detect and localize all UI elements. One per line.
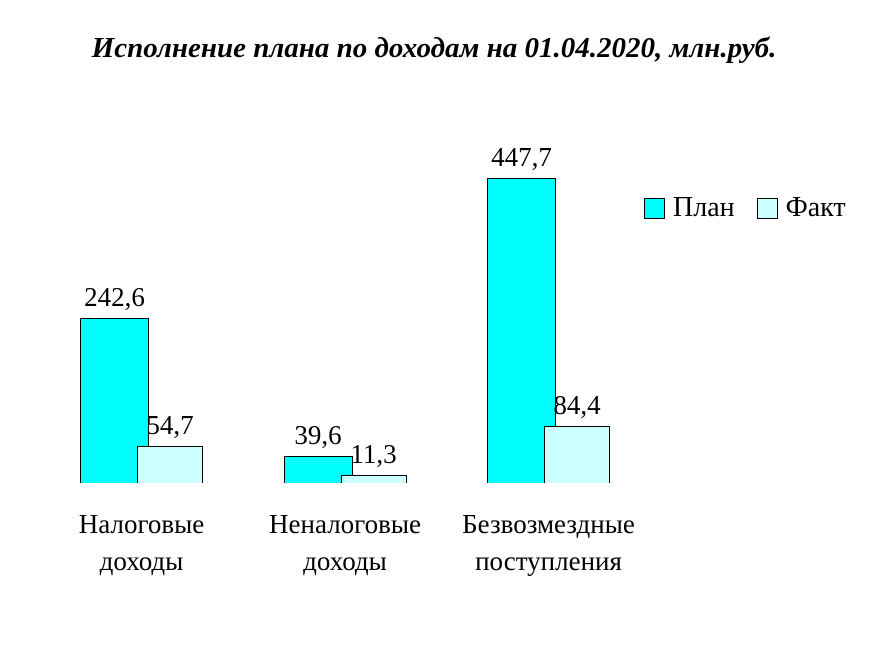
legend-label-plan: План: [673, 192, 735, 223]
legend-label-fact: Факт: [785, 192, 846, 223]
value-label-plan-2: 447,7: [491, 142, 552, 172]
value-label-plan-0: 242,6: [84, 281, 145, 312]
category-label-2: Безвозмездные поступления: [462, 509, 635, 576]
bar-fact-1: [340, 475, 407, 483]
category-label-1: Неналоговые доходы: [269, 509, 421, 576]
legend-item-fact: Факт: [756, 192, 846, 223]
legend: План Факт: [644, 194, 846, 222]
plan-series-swatch-icon: [644, 197, 665, 219]
fact-series-swatch-icon: [756, 197, 778, 219]
value-label-plan-1: 39,6: [294, 420, 342, 451]
legend-item-plan: План: [644, 194, 735, 222]
value-label-fact-1: 11,3: [350, 439, 397, 470]
bar-fact-2: [544, 425, 610, 483]
chart-title: Исполнение плана по доходам на 01.04.202…: [91, 32, 777, 64]
value-label-fact-2: 84,4: [553, 389, 601, 420]
bar-fact-0: [137, 445, 203, 483]
category-label-0: Налоговые доходы: [78, 509, 205, 576]
value-label-fact-0: 54,7: [146, 409, 194, 440]
